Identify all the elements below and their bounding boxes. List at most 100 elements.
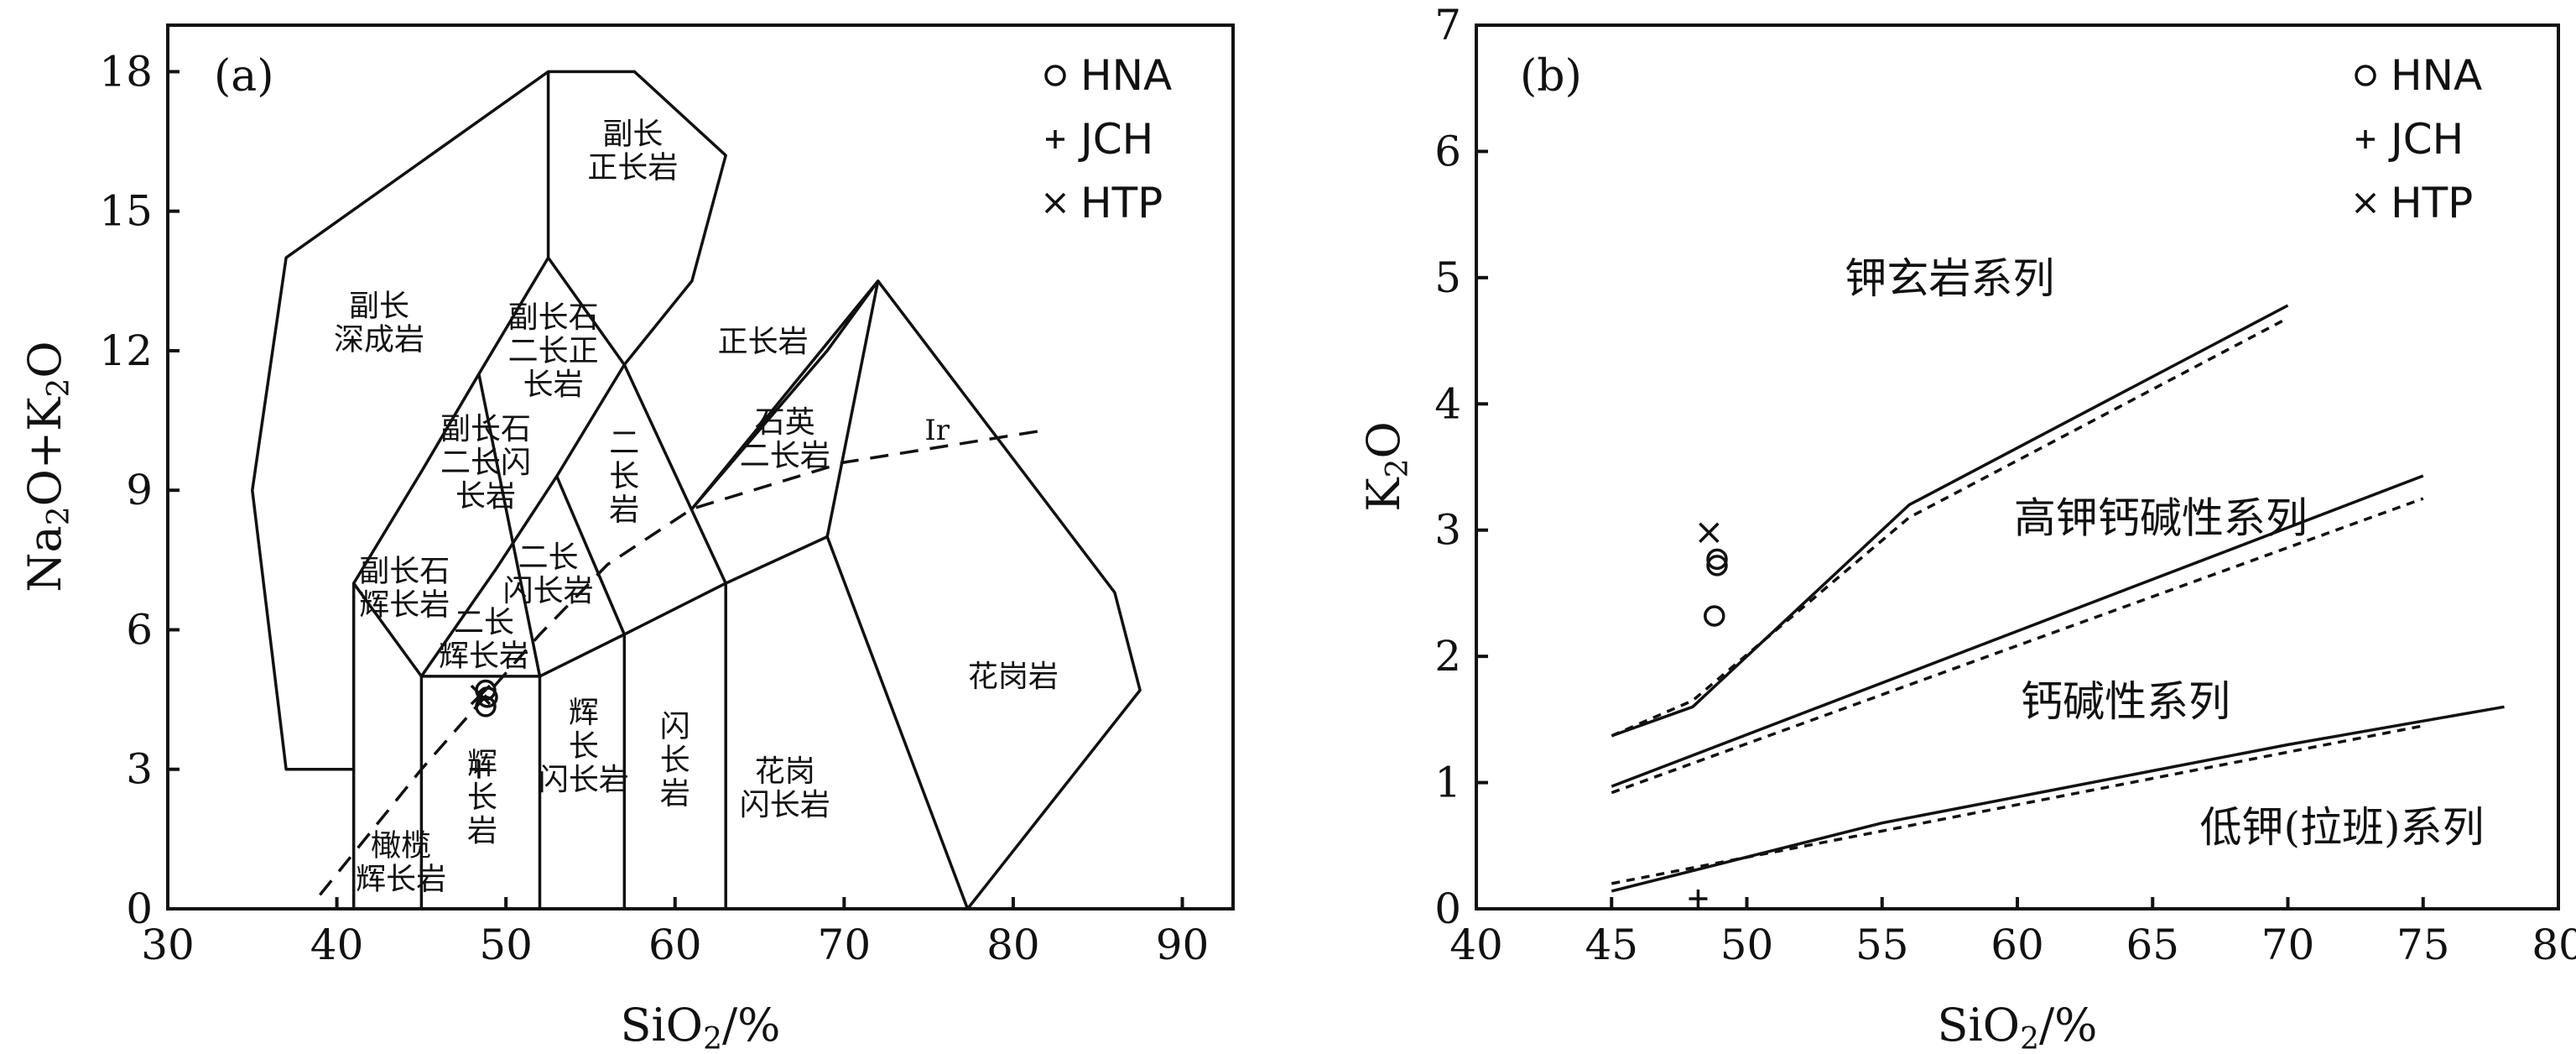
region-label: 二长岩	[740, 439, 830, 473]
y-tick-label: 0	[1434, 884, 1461, 933]
x-tick-label: 80	[2532, 921, 2576, 969]
region-label: 辉	[467, 747, 497, 781]
panel-a-x-ticks: 30 40 50 60 70 80 90	[141, 897, 1209, 969]
x-tick-label: 60	[1991, 921, 2044, 969]
region-label: 橄榄	[371, 829, 431, 864]
x-tick-label: 45	[1585, 921, 1638, 969]
x-tick-label: 90	[1156, 921, 1210, 969]
region-label: 长	[467, 780, 497, 815]
point-hna	[1706, 548, 1728, 571]
legend-label-jch: JCH	[2388, 115, 2464, 164]
region-label: 副长石	[359, 555, 450, 589]
x-tick-label: 50	[479, 921, 533, 969]
region-label: 副长石	[440, 412, 531, 446]
panel-b-y-ticks: 0 1 2 3 4 5 6 7	[1434, 1, 1488, 933]
x-tick-label: 55	[1855, 921, 1909, 969]
region-boundary	[351, 535, 970, 910]
y-tick-label: 3	[1434, 506, 1461, 555]
legend-marker-hna	[2355, 65, 2376, 86]
x-tick-label: 50	[1720, 921, 1774, 969]
y-tick-label: 2	[1434, 632, 1461, 681]
series-boundary-solid	[1611, 304, 2289, 738]
point-hna	[1704, 605, 1725, 627]
region-label: 岩	[660, 777, 690, 811]
region-label: 正长岩	[587, 151, 678, 185]
region-label: 石英	[755, 405, 815, 440]
panel-a-y-axis-label: Na2O+K2O	[18, 341, 76, 592]
region-boundary	[352, 257, 550, 585]
point-htp	[470, 684, 492, 706]
region-label: 副长石	[508, 300, 599, 335]
x-tick-label: 75	[2396, 921, 2450, 969]
y-tick-label: 7	[1434, 1, 1461, 50]
y-tick-label: 3	[126, 745, 153, 794]
panel-a-tag: (a)	[214, 51, 274, 102]
panel-a-frame	[166, 23, 1235, 911]
legend-label-hna: HNA	[2391, 51, 2482, 100]
region-boundary	[877, 279, 1142, 911]
region-label: 闪长岩	[503, 574, 594, 608]
ir-divider-line	[319, 428, 1048, 896]
panel-a-data-points	[469, 679, 498, 779]
region-label: 辉	[569, 696, 599, 730]
legend-marker-htp	[1044, 192, 1066, 214]
region-label: 花岗	[755, 754, 815, 789]
region-label: Ir	[924, 414, 950, 447]
region-label: 岩	[467, 814, 497, 848]
field-label: 低钾(拉班)系列	[2199, 803, 2484, 852]
legend-marker-jch	[2356, 130, 2375, 149]
region-boundary	[251, 70, 727, 771]
field-label: 钙碱性系列	[2021, 677, 2230, 726]
x-tick-label: 70	[2261, 921, 2315, 969]
y-tick-label: 12	[99, 326, 153, 375]
x-tick-label: 60	[648, 921, 702, 969]
panel-a-ir-line	[319, 428, 1048, 896]
point-jch	[469, 759, 488, 779]
region-label: 闪长岩	[740, 788, 830, 822]
region-label: 二长	[454, 606, 514, 640]
y-tick-label: 0	[126, 884, 153, 933]
region-label: 二长闪	[440, 446, 531, 480]
panel-b-x-ticks: 40 45 50 55 60 65 70 75 80	[1449, 897, 2576, 969]
region-label: 深成岩	[334, 323, 424, 357]
x-tick-label: 80	[986, 921, 1040, 969]
x-tick-label: 70	[818, 921, 872, 969]
legend-marker-htp	[2355, 192, 2376, 214]
legend-label-hna: HNA	[1080, 51, 1172, 100]
panel-a-region-labels: 副长正长岩副长深成岩副长石二长正长岩正长岩副长石二长闪长岩二长岩石英二长岩Ir二…	[334, 117, 1059, 897]
legend-marker-hna	[1044, 65, 1066, 86]
legend-label-htp: HTP	[1080, 179, 1163, 227]
field-label: 高钾钙碱性系列	[2014, 494, 2308, 543]
y-tick-label: 4	[1434, 379, 1461, 428]
series-boundary-dashed	[1611, 724, 2424, 885]
region-boundary	[555, 475, 626, 635]
region-label: 二	[609, 426, 639, 461]
x-tick-label: 30	[141, 921, 195, 969]
panel-b-tag: (b)	[1520, 51, 1582, 102]
region-label: 辉长岩	[439, 639, 529, 674]
y-tick-label: 6	[126, 605, 153, 654]
region-label: 闪	[660, 710, 690, 744]
legend-label-htp: HTP	[2391, 179, 2473, 227]
panel-b-data-points	[1689, 522, 1728, 908]
series-boundary-solid	[1611, 474, 2424, 788]
panel-a-region-boundaries	[251, 70, 1142, 911]
region-boundary	[477, 373, 542, 677]
point-hna	[1706, 555, 1728, 577]
region-label: 二长	[518, 540, 579, 575]
panel-a-y-ticks: 0 3 6 9 12 15 18	[99, 47, 180, 933]
y-tick-label: 15	[99, 187, 153, 236]
region-label: 副长	[349, 290, 409, 324]
x-tick-label: 65	[2126, 921, 2179, 969]
legend-label-jch: JCH	[1078, 115, 1153, 164]
region-label: 二长正	[508, 334, 599, 368]
panel-b-x-axis-label: SiO2/%	[1938, 999, 2098, 1054]
field-label: 钾玄岩系列	[1845, 254, 2054, 303]
region-label: 长岩	[455, 479, 516, 514]
region-label: 长	[609, 460, 639, 494]
